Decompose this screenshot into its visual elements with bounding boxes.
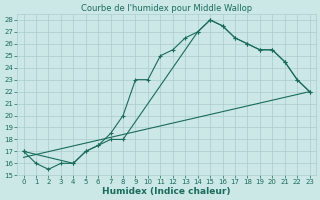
X-axis label: Humidex (Indice chaleur): Humidex (Indice chaleur) [102, 187, 231, 196]
Title: Courbe de l'humidex pour Middle Wallop: Courbe de l'humidex pour Middle Wallop [81, 4, 252, 13]
